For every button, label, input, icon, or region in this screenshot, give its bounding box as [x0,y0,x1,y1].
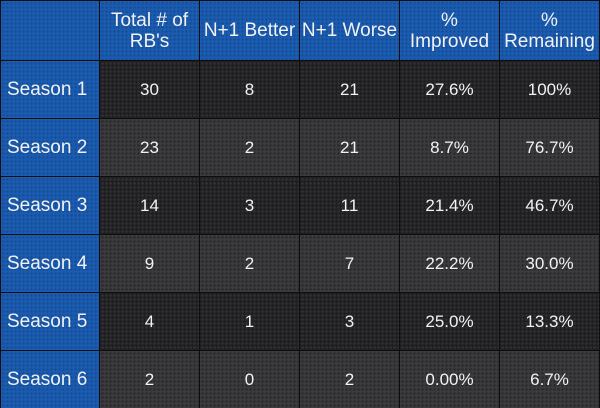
cell-pct-improved: 22.2% [399,234,500,293]
cell-n1-worse: 11 [299,176,400,235]
row-label: Season 1 [0,60,100,119]
header-row: Total # of RB's N+1 Better N+1 Worse % I… [0,0,600,61]
cell-n1-better: 3 [199,176,300,235]
row-label: Season 3 [0,176,100,235]
cell-n1-worse: 21 [299,60,400,119]
row-label: Season 2 [0,118,100,177]
cell-pct-improved: 27.6% [399,60,500,119]
cell-total-rbs: 30 [99,60,200,119]
header-pct-improved: % Improved [399,0,500,61]
cell-total-rbs: 9 [99,234,200,293]
header-total-rbs: Total # of RB's [99,0,200,61]
table-row: Season 5 4 1 3 25.0% 13.3% [0,292,600,351]
cell-pct-remaining: 13.3% [499,292,600,351]
table-row: Season 3 14 3 11 21.4% 46.7% [0,176,600,235]
cell-total-rbs: 23 [99,118,200,177]
cell-pct-improved: 8.7% [399,118,500,177]
cell-pct-remaining: 46.7% [499,176,600,235]
row-label: Season 6 [0,350,100,408]
cell-total-rbs: 4 [99,292,200,351]
cell-n1-worse: 21 [299,118,400,177]
table-row: Season 1 30 8 21 27.6% 100% [0,60,600,119]
table-row: Season 4 9 2 7 22.2% 30.0% [0,234,600,293]
cell-pct-improved: 0.00% [399,350,500,408]
cell-pct-remaining: 100% [499,60,600,119]
table-row: Season 2 23 2 21 8.7% 76.7% [0,118,600,177]
row-label: Season 5 [0,292,100,351]
header-n1-better: N+1 Better [199,0,300,61]
cell-n1-better: 1 [199,292,300,351]
cell-pct-remaining: 30.0% [499,234,600,293]
cell-n1-worse: 7 [299,234,400,293]
cell-pct-improved: 21.4% [399,176,500,235]
header-pct-remaining: % Remaining [499,0,600,61]
cell-total-rbs: 14 [99,176,200,235]
cell-n1-better: 0 [199,350,300,408]
cell-pct-remaining: 76.7% [499,118,600,177]
cell-pct-remaining: 6.7% [499,350,600,408]
table-row: Season 6 2 0 2 0.00% 6.7% [0,350,600,408]
cell-total-rbs: 2 [99,350,200,408]
header-n1-worse: N+1 Worse [299,0,400,61]
row-label: Season 4 [0,234,100,293]
cell-pct-improved: 25.0% [399,292,500,351]
header-corner [0,0,100,61]
cell-n1-worse: 3 [299,292,400,351]
cell-n1-better: 8 [199,60,300,119]
cell-n1-better: 2 [199,118,300,177]
cell-n1-worse: 2 [299,350,400,408]
cell-n1-better: 2 [199,234,300,293]
